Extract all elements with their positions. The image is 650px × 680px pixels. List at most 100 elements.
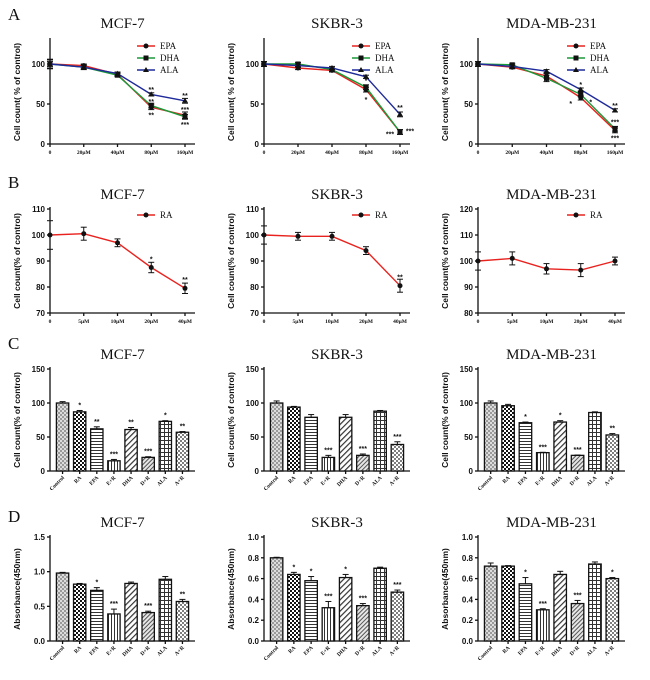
y-axis-label: Cell count(% of control) — [226, 372, 236, 468]
legend-marker — [573, 43, 579, 49]
chart-a2: SKBR-3 Cell count( % of control) 0 50 100 0 20… — [226, 16, 414, 156]
bar-control: Control — [263, 400, 284, 492]
data-point — [363, 84, 369, 90]
legend-item-ra: RA — [137, 210, 173, 220]
x-tick-label: 0 — [49, 150, 52, 156]
bar-ala: ALA — [371, 566, 387, 658]
y-tick-label: 80 — [464, 309, 473, 318]
y-tick-label: 1.0 — [248, 533, 260, 542]
x-tick-label: 0 — [49, 319, 52, 325]
y-tick-label: 0.2 — [248, 616, 260, 625]
y-axis-label: Cell count(% of control) — [440, 372, 450, 468]
significance-marker: *** — [573, 447, 581, 454]
x-tick-label: A+R — [604, 644, 617, 657]
chart-d3: MDA-MB-231 Absorbance(450nm) 0.0 0.2 0.4 0.6 0… — [440, 515, 625, 662]
y-tick-label: 150 — [32, 365, 46, 374]
x-tick-label: 20μM — [574, 319, 589, 325]
x-tick-label: E+R — [105, 644, 118, 657]
bar-a-plus-r: A+R *** — [389, 434, 405, 487]
bar — [605, 434, 620, 472]
chart-title: MDA-MB-231 — [506, 187, 597, 203]
y-tick-label: 0.0 — [248, 637, 260, 646]
x-tick-label: 5μM — [292, 319, 304, 325]
significance-marker: *** — [539, 601, 547, 608]
bar — [570, 602, 585, 642]
y-tick-label: 90 — [250, 257, 259, 266]
chart-title: MCF-7 — [100, 16, 145, 32]
y-axis-label: Cell count(% of control) — [226, 213, 236, 309]
chart-b3: MDA-MB-231 Cell count(% of control) 80 90 10… — [440, 187, 625, 325]
significance-marker: ** — [128, 419, 134, 426]
legend-marker — [143, 67, 149, 72]
y-tick-label: 100 — [246, 399, 260, 408]
significance-marker: *** — [181, 107, 189, 114]
x-tick-label: RA — [287, 475, 297, 485]
chart-title: SKBR-3 — [311, 347, 363, 363]
series-ala — [47, 61, 188, 104]
y-tick-label: 0.6 — [248, 575, 260, 584]
bar-ra: RA — [501, 403, 515, 485]
bar-control: Control — [263, 556, 284, 662]
series-line — [263, 234, 401, 287]
bar-a-plus-r: A+R *** — [389, 582, 405, 657]
data-point — [81, 231, 87, 237]
bar-ra: RA * — [72, 402, 87, 485]
bar-dha: DHA ** — [122, 419, 138, 488]
panel-letter-c: C — [8, 334, 19, 353]
legend-label: DHA — [160, 53, 180, 63]
data-point — [329, 233, 335, 239]
y-tick-label: 120 — [460, 205, 474, 214]
legend-item-dha: DHA — [567, 53, 610, 63]
x-tick-label: 40μM — [608, 319, 623, 325]
chart-title: MCF-7 — [100, 347, 145, 363]
bar — [553, 573, 568, 642]
legend-item-epa: EPA — [352, 41, 392, 51]
bar-d-plus-r: D+R *** — [140, 449, 156, 487]
bar — [175, 431, 190, 472]
bar-dha: DHA * — [336, 566, 353, 658]
y-tick-label: 0.8 — [462, 554, 474, 563]
x-tick-label: EPA — [303, 645, 315, 657]
legend-label: EPA — [590, 41, 607, 51]
bar — [304, 580, 318, 642]
legend-marker — [573, 212, 579, 218]
legend-label: ALA — [590, 65, 609, 75]
y-tick-label: 80 — [250, 283, 259, 292]
significance-marker: * — [344, 566, 347, 573]
significance-marker: *** — [144, 449, 152, 456]
data-point — [261, 61, 267, 66]
x-tick-label: 10μM — [111, 319, 126, 325]
bar-ra: RA — [287, 405, 301, 485]
legend-item-ra: RA — [567, 210, 603, 220]
significance-marker: * — [611, 570, 614, 577]
x-tick-label: E+R — [105, 474, 118, 487]
x-tick-label: DHA — [551, 645, 564, 658]
data-point — [295, 233, 301, 239]
significance-marker: *** — [181, 122, 189, 129]
x-tick-label: 40μM — [178, 319, 193, 325]
x-tick-label: DHA — [551, 475, 564, 488]
y-tick-label: 50 — [36, 433, 45, 442]
bar — [356, 604, 370, 642]
x-tick-label: D+R — [569, 644, 582, 657]
data-point — [363, 248, 369, 254]
bar — [553, 421, 568, 472]
data-point — [261, 232, 267, 238]
bar — [338, 416, 353, 472]
x-tick-label: 20μM — [144, 319, 159, 325]
x-tick-label: ALA — [156, 475, 168, 487]
significance-marker: ** — [180, 424, 186, 431]
data-point — [182, 114, 188, 120]
data-point — [578, 267, 584, 273]
bar — [158, 578, 173, 642]
legend-marker — [573, 67, 579, 72]
y-tick-label: 50 — [464, 100, 473, 109]
y-tick-label: 50 — [36, 100, 45, 109]
bar-e-plus-r: E+R *** — [105, 451, 121, 487]
x-tick-label: Control — [263, 645, 280, 662]
x-tick-label: A+R — [174, 644, 187, 657]
bar-ala: ALA * — [156, 413, 173, 488]
bar-e-plus-r: E+R *** — [534, 444, 550, 487]
x-tick-label: A+R — [389, 644, 402, 657]
significance-marker: *** — [324, 447, 332, 454]
